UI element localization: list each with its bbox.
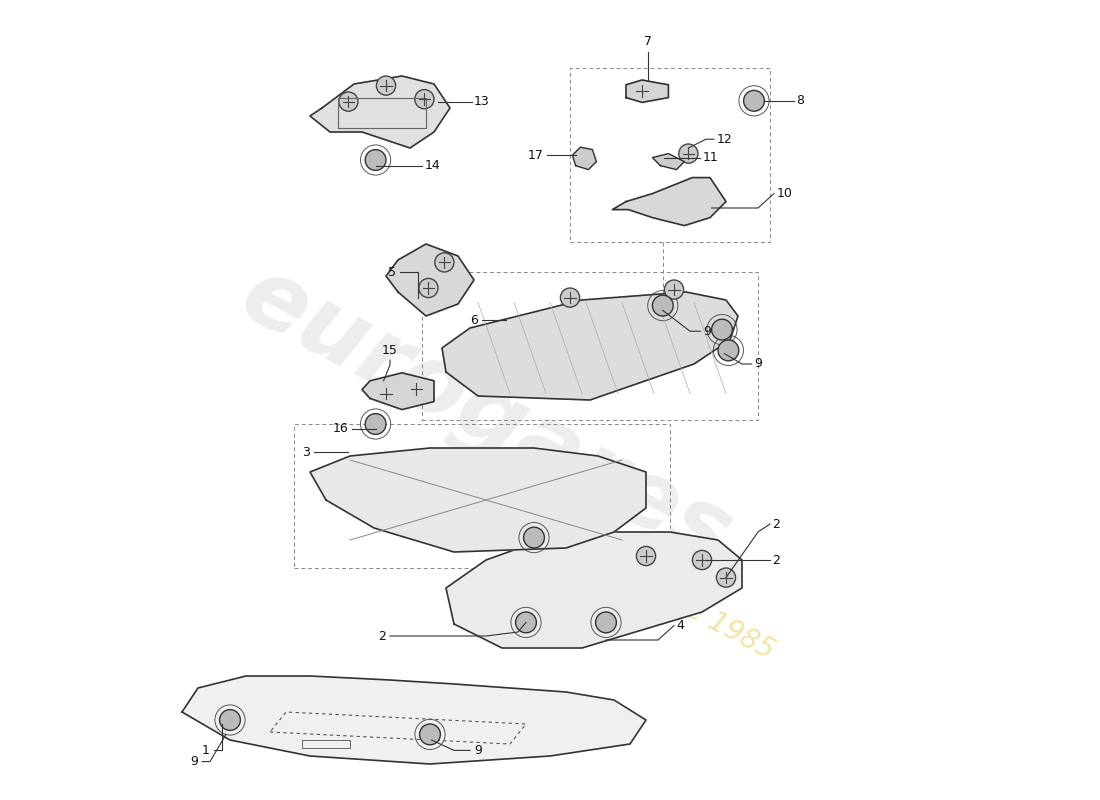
Text: 3: 3 [302, 446, 310, 458]
Text: 9: 9 [190, 755, 198, 768]
Circle shape [220, 710, 241, 730]
Text: 2: 2 [378, 630, 386, 642]
Circle shape [595, 612, 616, 633]
Polygon shape [446, 532, 742, 648]
Circle shape [365, 150, 386, 170]
Circle shape [692, 550, 712, 570]
Circle shape [434, 253, 454, 272]
Text: 10: 10 [777, 187, 792, 200]
Circle shape [376, 384, 396, 403]
Text: 2: 2 [772, 518, 780, 530]
Text: 6: 6 [470, 314, 478, 326]
Text: 5: 5 [388, 266, 396, 278]
Polygon shape [626, 80, 669, 102]
Circle shape [415, 90, 434, 109]
Text: 9: 9 [754, 358, 762, 370]
Text: 7: 7 [644, 35, 651, 48]
Circle shape [376, 76, 396, 95]
Circle shape [712, 319, 733, 340]
Text: passion for parts since 1985: passion for parts since 1985 [418, 455, 779, 665]
Circle shape [744, 90, 764, 111]
Circle shape [560, 288, 580, 307]
Circle shape [664, 280, 683, 299]
Circle shape [718, 340, 739, 361]
Circle shape [652, 295, 673, 316]
Polygon shape [572, 147, 596, 170]
Circle shape [419, 724, 440, 745]
Text: 15: 15 [382, 344, 398, 357]
Circle shape [637, 546, 656, 566]
Text: 13: 13 [474, 95, 490, 108]
Text: 1: 1 [202, 744, 210, 757]
Text: 9: 9 [703, 325, 711, 338]
Text: 4: 4 [676, 619, 684, 632]
Text: 12: 12 [716, 133, 733, 146]
Circle shape [716, 568, 736, 587]
Circle shape [407, 379, 426, 398]
Polygon shape [182, 676, 646, 764]
Polygon shape [613, 178, 726, 226]
Text: 17: 17 [528, 149, 543, 162]
Text: 2: 2 [772, 554, 780, 566]
Polygon shape [652, 154, 684, 170]
Circle shape [365, 414, 386, 434]
Circle shape [632, 82, 651, 101]
Text: 8: 8 [796, 94, 804, 107]
Circle shape [419, 278, 438, 298]
Circle shape [679, 144, 699, 163]
Polygon shape [386, 244, 474, 316]
Polygon shape [362, 373, 435, 410]
Polygon shape [310, 76, 450, 148]
Text: 16: 16 [332, 422, 349, 435]
Polygon shape [310, 448, 646, 552]
Text: 14: 14 [425, 159, 440, 172]
Text: 11: 11 [703, 151, 718, 164]
Circle shape [524, 527, 544, 548]
Text: eurogares: eurogares [226, 248, 747, 584]
Text: 9: 9 [474, 744, 482, 757]
Circle shape [516, 612, 537, 633]
Circle shape [339, 92, 358, 111]
Polygon shape [442, 292, 738, 400]
